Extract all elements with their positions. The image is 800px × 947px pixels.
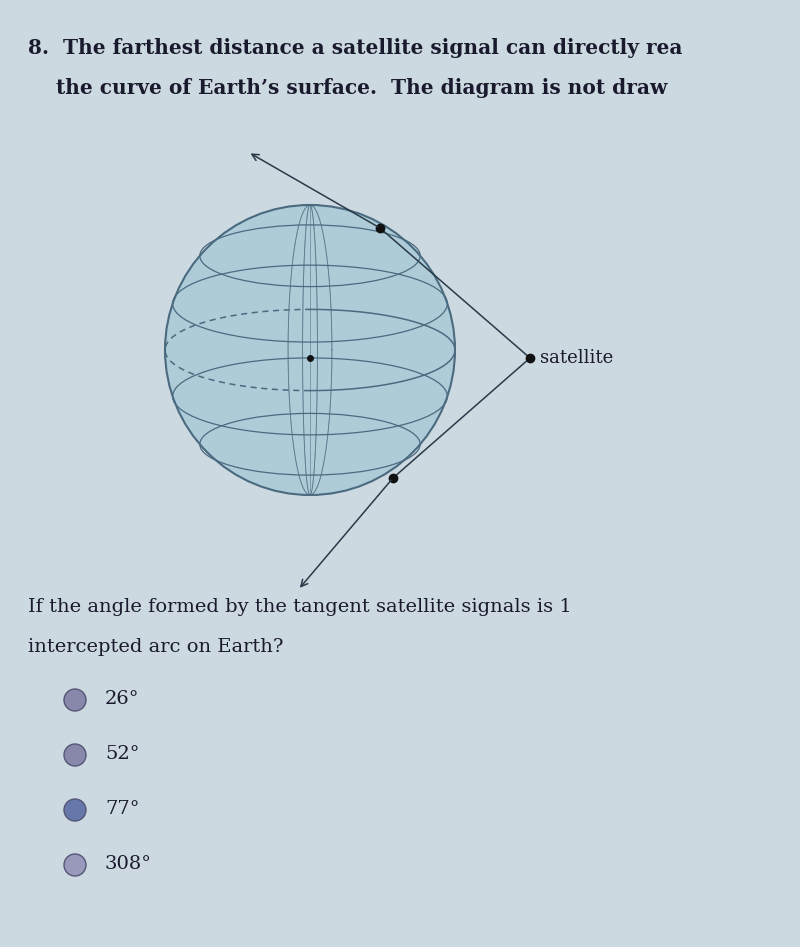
Text: 8.  The farthest distance a satellite signal can directly rea: 8. The farthest distance a satellite sig… (28, 38, 682, 58)
Ellipse shape (64, 689, 86, 711)
Text: the curve of Earth’s surface.  The diagram is not draw: the curve of Earth’s surface. The diagra… (28, 78, 667, 98)
Text: 52°: 52° (105, 745, 139, 763)
Ellipse shape (165, 205, 455, 495)
Text: If the angle formed by the tangent satellite signals is 1: If the angle formed by the tangent satel… (28, 598, 572, 616)
Ellipse shape (64, 799, 86, 821)
Ellipse shape (64, 744, 86, 766)
Text: 77°: 77° (105, 800, 139, 818)
Ellipse shape (64, 854, 86, 876)
Text: intercepted arc on Earth?: intercepted arc on Earth? (28, 638, 283, 656)
Text: 308°: 308° (105, 855, 152, 873)
Text: satellite: satellite (540, 349, 614, 367)
Text: 26°: 26° (105, 690, 139, 708)
